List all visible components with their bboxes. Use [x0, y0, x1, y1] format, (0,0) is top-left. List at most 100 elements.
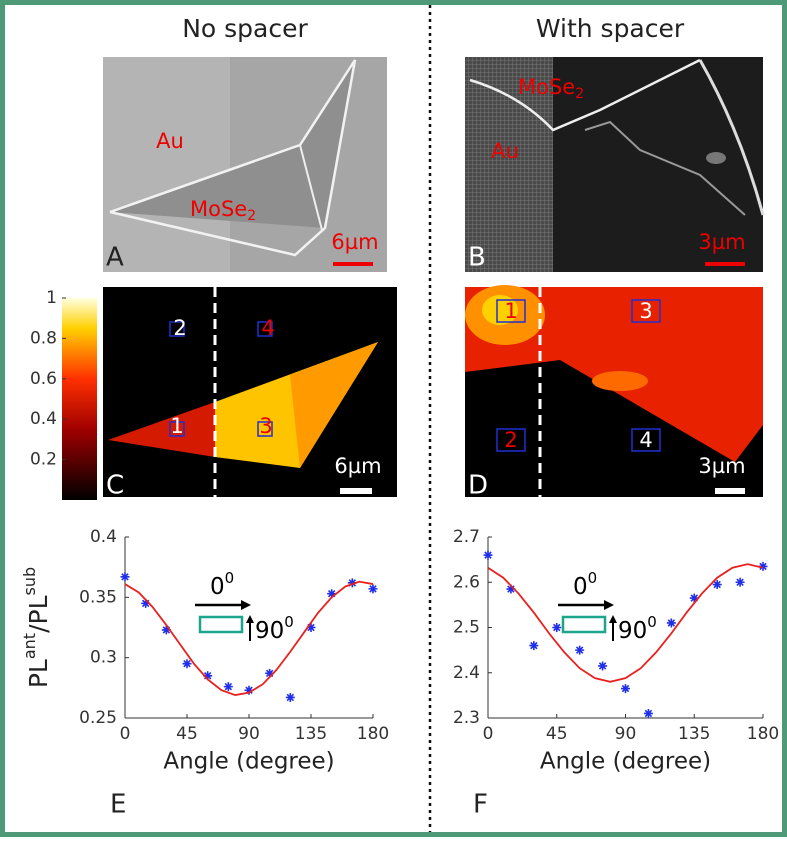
data-point: [182, 659, 192, 669]
panel-label: F: [473, 790, 488, 820]
annotation: 00: [573, 569, 597, 600]
y-tick-label: 2.7: [453, 527, 480, 547]
fit-line: [487, 563, 764, 683]
x-tick-label: 45: [546, 724, 568, 744]
scale-label: 6µm: [331, 230, 378, 254]
x-tick-label: 135: [295, 724, 327, 744]
text: /PL: [24, 595, 53, 632]
panel-label: E: [110, 790, 126, 820]
data-point: [203, 671, 213, 681]
data-point: [161, 625, 171, 635]
antenna: [198, 615, 244, 634]
region-label: 2: [504, 428, 517, 452]
annotation: 900: [618, 613, 657, 644]
annotation: 900: [255, 613, 294, 644]
superscript: sub: [20, 567, 39, 596]
column-title: With spacer: [536, 14, 685, 43]
superscript: 0: [588, 569, 598, 587]
arrow-head: [241, 600, 251, 610]
data-point: [712, 580, 722, 590]
x-tick-label: 180: [747, 724, 779, 744]
heatmap-c: [103, 287, 397, 497]
data-point: [120, 572, 130, 582]
scale-label: 3µm: [698, 454, 745, 478]
data-point: [244, 685, 254, 695]
colorbar-tick-label: 0.2: [30, 450, 57, 470]
text: PL: [24, 659, 53, 688]
data-point: [265, 668, 275, 678]
y-tick-label: 2.3: [453, 708, 480, 728]
data-point: [483, 550, 493, 560]
x-tick-label: 90: [615, 724, 637, 744]
x-tick-label: 0: [483, 724, 494, 744]
arrow-head: [604, 600, 614, 610]
data-point: [223, 682, 233, 692]
subscript: 2: [247, 208, 256, 224]
x-axis-label: Angle (degree): [163, 749, 334, 775]
text: 90: [255, 618, 284, 644]
subscript: 2: [575, 86, 584, 102]
y-tick-label: 2.5: [453, 618, 480, 638]
data-point: [575, 645, 585, 655]
data-point: [327, 589, 337, 599]
arrow-head: [246, 615, 254, 623]
image-label: MoSe2: [190, 197, 256, 224]
region-label: 1: [504, 299, 517, 323]
superscript: 0: [284, 613, 294, 631]
y-tick-label: 0.25: [79, 708, 117, 728]
fit-line: [124, 580, 374, 697]
superscript: 0: [225, 569, 235, 587]
y-axis-label: PLant/PLsub: [20, 567, 54, 688]
x-tick-label: 0: [120, 724, 131, 744]
y-tick-label: 2.4: [453, 663, 480, 683]
data-point: [621, 684, 630, 694]
column-title: No spacer: [182, 14, 308, 43]
x-tick-label: 135: [678, 724, 710, 744]
colorbar-tick-label: 0.6: [30, 369, 57, 389]
data-point: [666, 618, 676, 628]
panel-label: C: [106, 471, 124, 501]
colorbar-tick-label: 1: [46, 288, 57, 308]
region-label: 4: [639, 428, 652, 452]
panel-label: B: [468, 243, 486, 273]
text: 0: [210, 574, 225, 600]
data-point: [598, 661, 608, 671]
image-b: [465, 57, 765, 272]
data-point: [506, 584, 516, 594]
scale-label: 6µm: [334, 454, 381, 478]
text: 0: [573, 574, 588, 600]
x-tick-label: 45: [176, 724, 198, 744]
region-label: 3: [259, 414, 272, 438]
image-label: MoSe2: [518, 75, 584, 102]
colorbar-tick-label: 0.4: [30, 409, 57, 429]
y-tick-label: 0.35: [79, 587, 117, 607]
data-point: [141, 598, 151, 608]
data-point: [368, 584, 378, 594]
heatmap-d: [465, 285, 763, 497]
panel-label: A: [106, 243, 124, 273]
data-point: [643, 708, 653, 718]
arrow-head: [609, 615, 617, 623]
antenna: [561, 615, 607, 634]
image-a: [103, 57, 387, 272]
data-point: [529, 641, 539, 651]
x-axis-label: Angle (degree): [540, 749, 711, 775]
image-label: Au: [156, 129, 184, 153]
region-label: 3: [639, 299, 652, 323]
colorbar: [62, 298, 97, 500]
y-tick-label: 0.4: [90, 527, 117, 547]
data-point: [306, 623, 316, 632]
y-tick-label: 0.3: [90, 648, 117, 668]
data-point: [285, 692, 295, 702]
region-label: 4: [261, 316, 274, 340]
panel-label: D: [468, 471, 488, 501]
y-tick-label: 2.6: [453, 572, 480, 592]
superscript: ant: [20, 633, 39, 659]
x-tick-label: 180: [357, 724, 389, 744]
region-label: 2: [173, 316, 186, 340]
annotation: 00: [210, 569, 234, 600]
data-point: [552, 623, 562, 632]
x-tick-label: 90: [238, 724, 260, 744]
scale-label: 3µm: [698, 230, 745, 254]
